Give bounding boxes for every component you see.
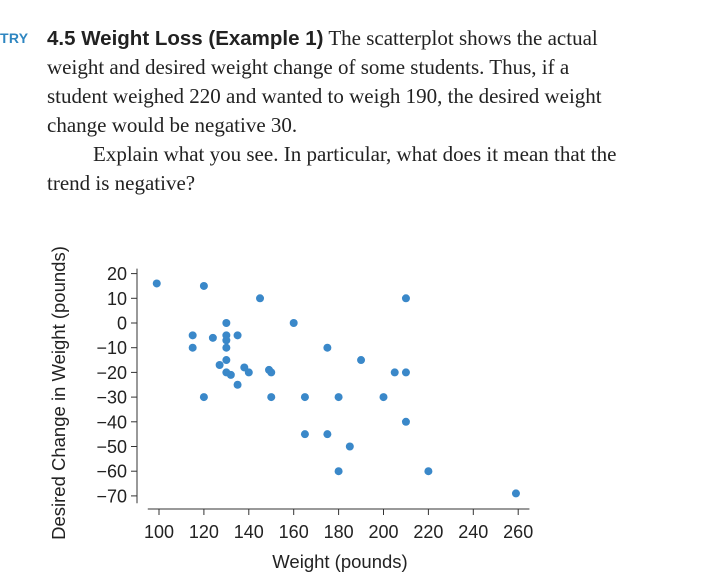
y-tick-label: −50 [96, 437, 127, 457]
data-point [300, 393, 309, 402]
data-point [152, 279, 161, 288]
data-point [222, 319, 231, 327]
y-tick-label: 10 [107, 289, 127, 309]
data-point [357, 356, 366, 365]
data-point [267, 393, 276, 402]
data-point [323, 430, 332, 439]
data-point [188, 343, 197, 352]
x-tick-label: 120 [189, 522, 219, 542]
data-point [401, 368, 410, 377]
y-tick-label: −60 [96, 462, 127, 482]
data-point [256, 294, 265, 303]
data-point [244, 368, 253, 377]
x-tick-label: 140 [234, 522, 264, 542]
data-point [208, 333, 217, 342]
text-line-1: The scatterplot shows the actual [328, 26, 598, 50]
data-point [222, 343, 231, 352]
text-line-4: change would be negative 30. [47, 113, 298, 137]
data-point [424, 467, 433, 476]
data-point [323, 343, 332, 352]
data-point [188, 331, 197, 340]
text-line-3: student weighed 220 and wanted to weigh … [47, 84, 602, 108]
data-point [289, 319, 298, 327]
text-line-6: trend is negative? [47, 171, 196, 195]
data-point [199, 393, 208, 402]
y-tick-label: −70 [96, 486, 127, 506]
data-point [401, 294, 410, 303]
data-point [379, 393, 388, 402]
data-point [215, 360, 224, 369]
x-tick-label: 240 [458, 522, 488, 542]
exercise-first-line: TRY 4.5 Weight Loss (Example 1) The scatt… [0, 24, 700, 53]
data-point [222, 356, 231, 365]
y-axis-label: Desired Change in Weight (pounds) [48, 246, 69, 540]
data-point [334, 393, 343, 402]
y-tick-label: −40 [96, 412, 127, 432]
x-tick-label: 160 [279, 522, 309, 542]
x-tick-label: 100 [144, 522, 174, 542]
data-point [401, 417, 410, 426]
x-tick-label: 220 [413, 522, 443, 542]
y-tick-label: −30 [96, 388, 127, 408]
data-point [334, 467, 343, 476]
x-tick-label: 260 [503, 522, 533, 542]
x-tick-label: 180 [324, 522, 354, 542]
text-line-5: Explain what you see. In particular, wha… [93, 142, 617, 166]
y-tick-label: −20 [96, 363, 127, 383]
y-tick-label: 0 [117, 314, 127, 334]
data-point [226, 370, 235, 379]
y-tick-label: 20 [107, 264, 127, 284]
data-point [233, 331, 242, 340]
x-axis-label: Weight (pounds) [272, 551, 407, 572]
data-point [511, 489, 520, 498]
data-point [267, 368, 276, 377]
data-point [300, 430, 309, 439]
data-point [345, 442, 354, 451]
try-tag: TRY [0, 30, 29, 46]
text-line-2: weight and desired weight change of some… [47, 55, 570, 79]
data-point [199, 281, 208, 290]
exercise-heading: 4.5 Weight Loss (Example 1) [47, 27, 324, 50]
data-point [222, 336, 231, 345]
data-point [233, 380, 242, 389]
x-tick-label: 200 [368, 522, 398, 542]
y-tick-label: −10 [96, 338, 127, 358]
data-point [390, 368, 399, 377]
exercise-text: TRY 4.5 Weight Loss (Example 1) The scatt… [0, 24, 700, 198]
